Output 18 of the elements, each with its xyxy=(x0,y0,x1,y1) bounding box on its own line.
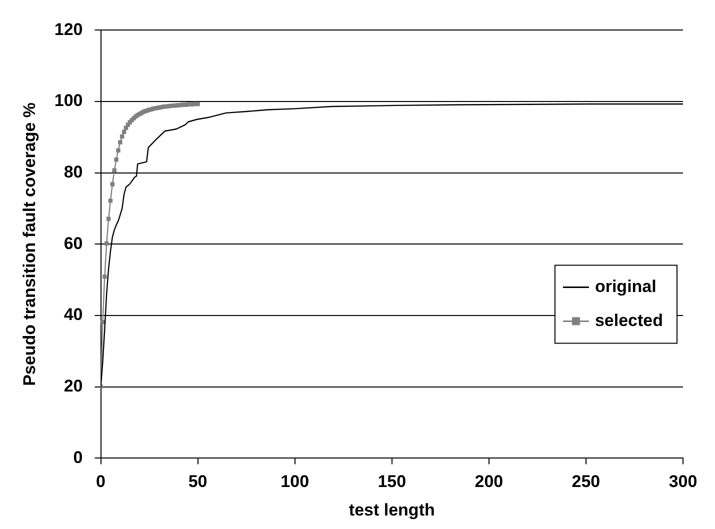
x-tick-label: 100 xyxy=(280,472,310,492)
y-tick-label: 40 xyxy=(64,305,83,324)
x-tick-label: 250 xyxy=(572,472,600,492)
y-tick-label: 0 xyxy=(73,448,83,467)
y-tick-label: 80 xyxy=(64,162,83,182)
y-axis-title: Pseudo transition fault coverage % xyxy=(20,102,39,386)
legend-label: original xyxy=(594,276,656,296)
x-tick-label: 300 xyxy=(668,472,698,492)
y-tick-label: 100 xyxy=(54,91,83,110)
y-tick-label: 120 xyxy=(54,20,83,39)
x-axis-title: test length xyxy=(348,500,435,520)
x-tick-label: 0 xyxy=(96,472,106,492)
y-tick-label: 20 xyxy=(64,376,83,396)
x-tick-label: 50 xyxy=(188,472,208,492)
x-tick-label: 200 xyxy=(474,472,504,492)
legend-label: selected xyxy=(594,310,664,330)
y-tick-label: 60 xyxy=(64,234,83,253)
x-tick-label: 150 xyxy=(378,472,406,492)
